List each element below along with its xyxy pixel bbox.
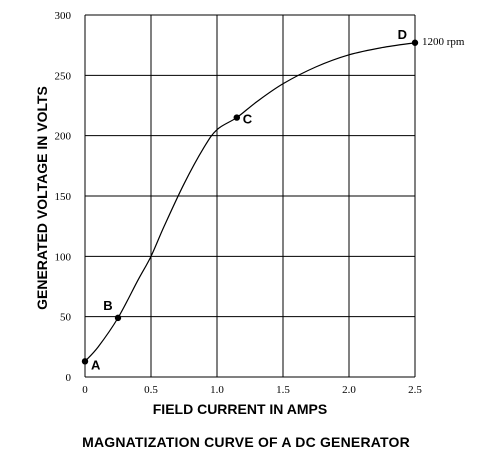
y-tick-label: 100 bbox=[55, 251, 72, 263]
y-tick-label: 150 bbox=[55, 191, 72, 203]
point-label-c: C bbox=[243, 112, 253, 127]
x-tick-label: 2.0 bbox=[342, 384, 356, 396]
y-tick-label: 300 bbox=[55, 10, 72, 22]
tick-labels: 0 0.5 1.0 1.5 2.0 2.5 0 50 100 150 200 250 300 bbox=[55, 10, 423, 396]
y-tick-label: 50 bbox=[60, 312, 72, 324]
marked-points: A B C D bbox=[81, 27, 419, 372]
x-tick-label: 0 bbox=[82, 384, 88, 396]
y-axis-title: GENERATED VOLTAGE IN VOLTS bbox=[34, 86, 50, 310]
y-tick-label: 0 bbox=[66, 372, 72, 384]
magnetization-curve bbox=[84, 42, 416, 362]
point-d bbox=[411, 39, 419, 46]
curve bbox=[84, 42, 416, 362]
point-b bbox=[114, 314, 122, 322]
point-c bbox=[233, 114, 240, 121]
x-tick-label: 2.5 bbox=[408, 384, 422, 396]
grid bbox=[84, 14, 416, 378]
point-label-a: A bbox=[91, 357, 101, 372]
point-label-d: D bbox=[398, 27, 407, 42]
y-tick-label: 250 bbox=[55, 70, 72, 82]
speed-annotation: 1200 rpm bbox=[422, 36, 465, 48]
y-tick-label: 200 bbox=[55, 131, 72, 143]
point-a bbox=[81, 358, 89, 365]
x-tick-label: 1.0 bbox=[210, 384, 224, 396]
x-tick-label: 1.5 bbox=[276, 384, 290, 396]
point-label-b: B bbox=[103, 298, 112, 313]
chart-title: MAGNATIZATION CURVE OF A DC GENERATOR bbox=[82, 434, 410, 450]
x-axis-title: FIELD CURRENT IN AMPS bbox=[153, 401, 327, 417]
x-tick-label: 0.5 bbox=[144, 384, 158, 396]
